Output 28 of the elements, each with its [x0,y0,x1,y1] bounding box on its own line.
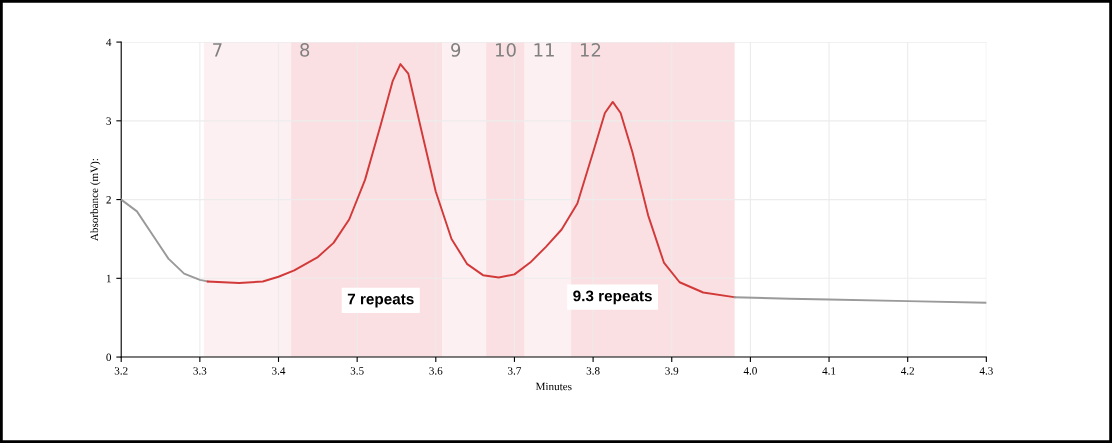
x-tick-label: 4.0 [743,367,757,375]
y-tick-label: 4 [106,38,112,46]
x-tick-label: 3.9 [665,367,679,375]
annotation: 7 repeats [347,293,414,308]
y-tick-label: 2 [106,196,111,204]
x-tick-label: 3.4 [272,367,286,375]
x-tick-label: 3.6 [429,367,443,375]
band-label: 7 [213,43,222,57]
y-tick-label: 3 [106,117,112,125]
y-axis-title: Absorbance (mV): [90,158,101,241]
band-label: 9 [451,43,461,57]
x-tick-label: 3.2 [114,367,128,375]
y-tick-label: 1 [106,274,111,283]
x-tick-label: 3.7 [508,367,522,375]
x-tick-label: 4.3 [979,367,993,375]
line-series [121,198,209,283]
annotation: 9.3 repeats [573,290,652,305]
x-tick-label: 4.2 [900,367,915,375]
band-label: 8 [300,43,310,57]
x-tick-label: 4.1 [822,367,836,375]
x-axis-title: Minutes [535,382,572,391]
y-tick-label: 0 [106,353,112,362]
band-label: 11 [534,43,554,57]
band-label: 10 [495,43,516,57]
band-label: 12 [580,43,601,57]
x-tick-label: 3.8 [586,367,600,375]
x-tick-label: 3.3 [193,367,207,375]
x-tick-label: 3.5 [350,367,364,375]
